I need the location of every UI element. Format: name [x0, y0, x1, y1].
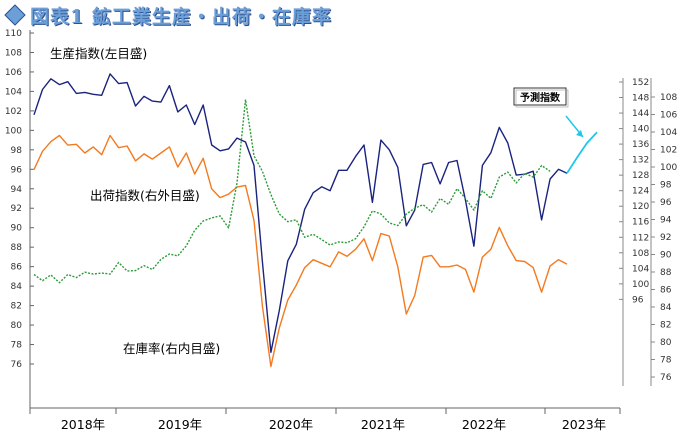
right-inner-tick-label: 96: [660, 198, 672, 208]
right-inner-tick-label: 108: [660, 93, 677, 103]
right-inner-axis-ticks: 108 106 104 102 100 98 96 94 92 90 88 86 84 82 80 78 76: [651, 93, 677, 383]
production-line: [33, 73, 568, 353]
right-outer-tick-label: 152: [632, 78, 649, 88]
right-inner-tick-label: 102: [660, 146, 677, 156]
forecast-line: [566, 131, 598, 174]
left-tick-label: 76: [11, 360, 23, 370]
shipments-line: [33, 134, 568, 368]
right-inner-tick-label: 98: [660, 181, 672, 191]
right-outer-tick-label: 140: [632, 125, 649, 135]
right-inner-tick-label: 92: [660, 233, 671, 243]
right-inner-tick-label: 80: [660, 338, 672, 348]
shipments-label: 出荷指数(右外目盛): [90, 188, 200, 203]
right-inner-tick-label: 76: [660, 373, 672, 383]
x-axis-year-labels: 2018年 2019年 2020年 2021年 2022年 2023年: [61, 417, 606, 432]
left-tick-label: 94: [11, 185, 23, 195]
right-inner-tick-label: 84: [660, 303, 672, 313]
right-outer-tick-label: 96: [632, 295, 644, 305]
right-outer-tick-label: 124: [632, 187, 649, 197]
right-inner-tick-label: 78: [660, 356, 672, 366]
right-outer-tick-label: 136: [632, 140, 649, 150]
forecast-callout-box: [513, 87, 567, 106]
right-inner-tick-label: 86: [660, 286, 672, 296]
inventory-line: [33, 98, 551, 284]
diamond-icon: [4, 4, 26, 26]
left-tick-label: 110: [5, 29, 22, 39]
forecast-callout-shadow: [515, 89, 569, 108]
left-tick-label: 82: [11, 302, 22, 312]
production-label: 生産指数(左目盛): [50, 46, 147, 61]
year-label: 2020年: [269, 417, 313, 432]
left-tick-label: 106: [5, 68, 22, 78]
left-tick-label: 96: [11, 165, 23, 175]
left-tick-label: 88: [11, 243, 23, 253]
right-outer-tick-label: 100: [632, 280, 649, 290]
forecast-callout-label: 予測指数: [520, 91, 561, 104]
right-outer-tick-label: 112: [632, 233, 649, 243]
left-tick-label: 104: [5, 87, 22, 97]
left-tick-label: 80: [11, 321, 23, 331]
year-label: 2022年: [462, 417, 506, 432]
left-tick-label: 108: [5, 48, 22, 58]
right-outer-tick-label: 128: [632, 171, 649, 181]
left-tick-label: 92: [11, 204, 22, 214]
right-outer-tick-label: 144: [632, 109, 649, 119]
series-lines: [33, 73, 598, 368]
left-tick-label: 78: [11, 341, 23, 351]
left-axis-ticks: 110 108 106 104 102 100 98 96 94 92 90 88 86 84 82 80 78…: [5, 29, 34, 370]
right-outer-tick-label: 116: [632, 218, 649, 228]
right-outer-tick-label: 120: [632, 202, 649, 212]
left-tick-label: 100: [5, 126, 22, 136]
left-tick-label: 86: [11, 263, 23, 273]
left-tick-label: 90: [11, 224, 23, 234]
year-label: 2021年: [361, 417, 405, 432]
right-inner-tick-label: 82: [660, 321, 671, 331]
right-outer-tick-label: 108: [632, 249, 649, 259]
year-label: 2019年: [158, 417, 202, 432]
right-inner-tick-label: 94: [660, 216, 672, 226]
year-label: 2023年: [562, 417, 606, 432]
right-inner-tick-label: 90: [660, 251, 672, 261]
right-inner-tick-label: 106: [660, 111, 677, 121]
chart-title: 図表1 鉱工業生産・出荷・在庫率: [4, 2, 332, 28]
right-outer-axis-ticks: 152 148 144 140 136 132 128 124 120 116 112 108 104 1…: [619, 78, 649, 305]
forecast-arrow-head: [576, 130, 583, 137]
inventory-label: 在庫率(右内目盛): [123, 341, 220, 356]
right-outer-tick-label: 148: [632, 94, 649, 104]
series-labels: 生産指数(左目盛) 出荷指数(右外目盛) 在庫率(右内目盛): [50, 46, 220, 356]
right-outer-tick-label: 132: [632, 156, 649, 166]
right-inner-tick-label: 100: [660, 163, 677, 173]
left-tick-label: 102: [5, 107, 22, 117]
left-tick-label: 98: [11, 146, 23, 156]
right-outer-tick-label: 104: [632, 264, 649, 274]
year-label: 2018年: [61, 417, 105, 432]
left-tick-label: 84: [11, 282, 23, 292]
title-text: 図表1 鉱工業生産・出荷・在庫率: [30, 5, 332, 28]
right-inner-tick-label: 88: [660, 268, 672, 278]
forecast-callout: 予測指数: [513, 87, 584, 138]
right-inner-tick-label: 104: [660, 128, 677, 138]
